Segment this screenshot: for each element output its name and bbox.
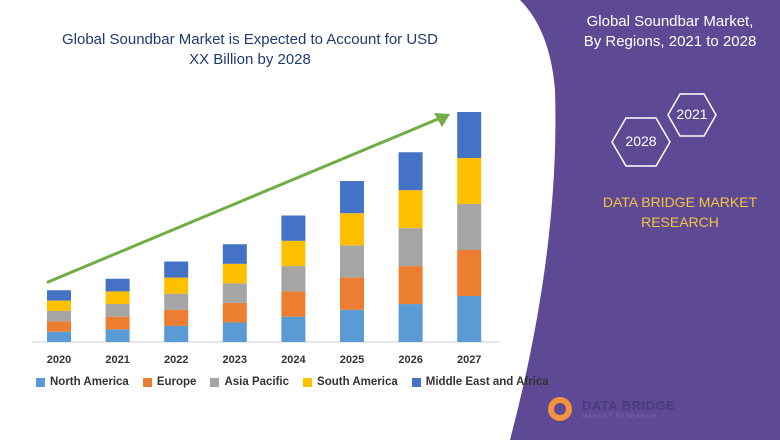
bar-2021-europe xyxy=(105,316,130,330)
trend-arrow-head xyxy=(434,113,450,127)
bar-2026-asia-pacific xyxy=(398,228,423,267)
bar-2026-middle-east-and-africa xyxy=(398,152,423,191)
logo-tagline: MARKET RESEARCH xyxy=(582,414,657,420)
bar-2021-north-america xyxy=(105,329,130,342)
bar-2026-south-america xyxy=(398,190,423,229)
hexagon-2028 xyxy=(611,117,671,167)
legend-label: Middle East and Africa xyxy=(425,376,549,388)
legend-label: Asia Pacific xyxy=(224,376,290,388)
legend-item-north-america: North America xyxy=(36,376,129,388)
brand-text: DATA BRIDGE MARKET RESEARCH xyxy=(580,192,780,232)
bar-2025-asia-pacific xyxy=(340,245,364,278)
bar-2022-asia-pacific xyxy=(164,293,189,310)
legend-item-middle-east-and-africa: Middle East and Africa xyxy=(411,376,549,388)
x-tick-label-2023: 2023 xyxy=(223,354,247,366)
bar-2025-south-america xyxy=(340,213,364,246)
bar-2022-middle-east-and-africa xyxy=(164,261,189,278)
bar-2025-middle-east-and-africa xyxy=(340,181,364,214)
bar-2020-europe xyxy=(47,321,71,332)
legend-item-asia-pacific: Asia Pacific xyxy=(210,376,289,388)
bar-2022-north-america xyxy=(164,325,189,342)
bar-2023-asia-pacific xyxy=(222,283,247,303)
logo-mark-inner-icon xyxy=(554,403,566,415)
side-panel-title-line1: Global Soundbar Market, xyxy=(586,13,754,30)
bar-2020-asia-pacific xyxy=(47,310,71,322)
trend-arrow xyxy=(46,117,440,284)
x-tick-label-2026: 2026 xyxy=(398,354,422,366)
chart-title: Global Soundbar Market is Expected to Ac… xyxy=(61,31,439,68)
bar-2025-north-america xyxy=(340,309,364,342)
legend-label: North America xyxy=(50,376,129,388)
brand-text-line2: RESEARCH xyxy=(641,214,719,230)
legend-swatch xyxy=(411,377,421,387)
bar-2024-south-america xyxy=(281,240,306,267)
legend-swatch xyxy=(36,377,45,387)
bar-2027-north-america xyxy=(457,296,482,342)
hexagon-2021 xyxy=(667,93,717,137)
bar-2022-europe xyxy=(164,309,189,326)
bar-2022-south-america xyxy=(164,277,189,294)
legend-swatch xyxy=(303,377,313,387)
bar-2020-middle-east-and-africa xyxy=(47,290,71,301)
bar-2020-north-america xyxy=(47,331,71,342)
bar-2023-middle-east-and-africa xyxy=(222,244,247,264)
bar-2021-asia-pacific xyxy=(105,304,130,317)
bar-2024-asia-pacific xyxy=(281,266,306,292)
bar-2023-europe xyxy=(222,302,247,323)
bar-2020-south-america xyxy=(47,300,71,311)
side-panel-title: Global Soundbar Market, By Regions, 2021… xyxy=(560,12,780,52)
legend-swatch xyxy=(210,377,220,387)
bar-2024-europe xyxy=(281,291,306,317)
x-tick-label-2027: 2027 xyxy=(457,354,481,366)
bar-2025-europe xyxy=(340,277,364,310)
x-tick-group: 2020 2021 2022 2023 2024 2025 2026 2027 xyxy=(47,354,482,366)
bar-2026-north-america xyxy=(398,304,423,342)
legend-label: Europe xyxy=(156,376,197,388)
bar-2023-south-america xyxy=(222,263,247,284)
bar-2024-north-america xyxy=(281,316,306,342)
logo-name: DATA BRIDGE xyxy=(582,398,676,413)
year-2021-label: 2021 xyxy=(676,106,708,122)
bar-2024-middle-east-and-africa xyxy=(281,215,306,241)
bar-2027-middle-east-and-africa xyxy=(457,112,482,158)
bar-2027-europe xyxy=(457,250,482,296)
legend-item-europe: Europe xyxy=(142,376,197,388)
legend-swatch xyxy=(142,377,152,387)
bar-2027-south-america xyxy=(457,158,482,204)
bar-2026-europe xyxy=(398,266,423,305)
legend-label: South America xyxy=(317,376,398,388)
bar-2021-south-america xyxy=(105,291,130,305)
x-tick-label-2024: 2024 xyxy=(281,354,306,366)
x-tick-label-2025: 2025 xyxy=(340,354,364,366)
side-panel-title-line2: By Regions, 2021 to 2028 xyxy=(583,33,757,50)
x-tick-label-2021: 2021 xyxy=(105,354,129,366)
chart-legend: North America Europe Asia Pacific South Ame… xyxy=(36,376,549,388)
x-tick-label-2020: 2020 xyxy=(47,354,71,366)
x-tick-label-2022: 2022 xyxy=(164,354,188,366)
legend-item-south-america: South America xyxy=(303,376,398,388)
bar-2021-middle-east-and-africa xyxy=(105,278,130,292)
year-2028-label: 2028 xyxy=(625,133,657,149)
bar-2023-north-america xyxy=(222,322,247,342)
brand-text-line1: DATA BRIDGE MARKET xyxy=(602,194,758,210)
bar-group xyxy=(47,112,482,342)
bar-2027-asia-pacific xyxy=(457,204,482,250)
